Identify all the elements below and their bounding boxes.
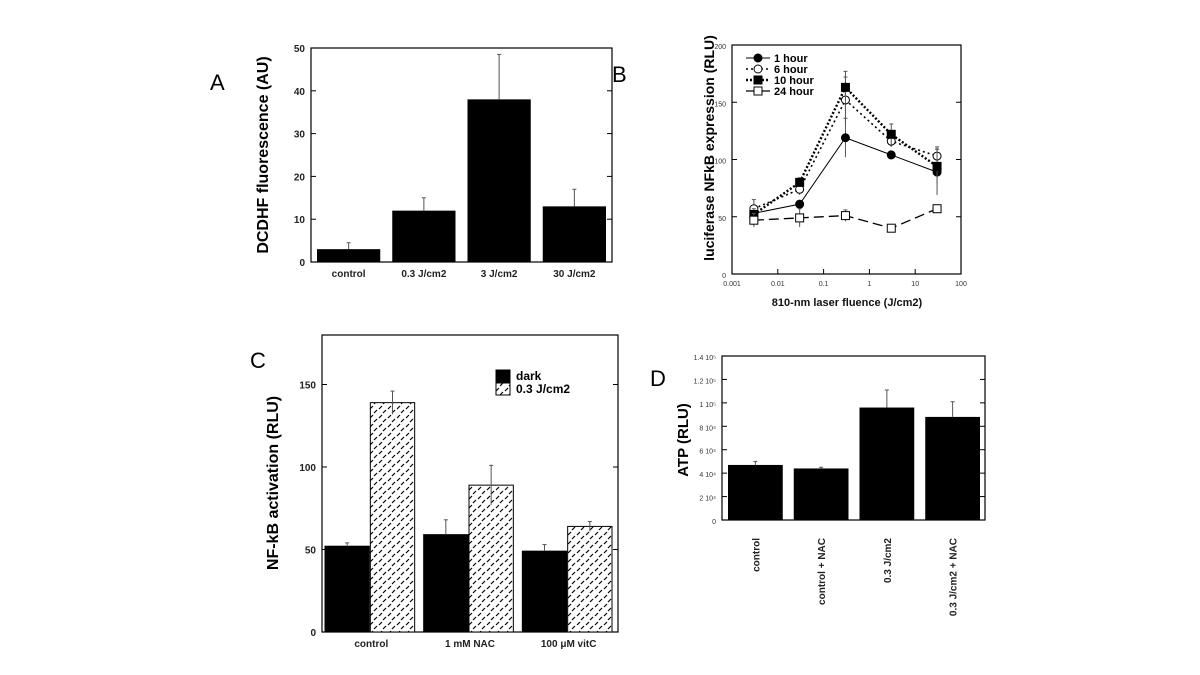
panel-label-a: A bbox=[210, 70, 225, 95]
marker-1-hour bbox=[886, 150, 896, 160]
marker-24-hour bbox=[932, 204, 942, 214]
y-axis-label-b: luciferase NFkB expression (RLU) bbox=[701, 35, 717, 261]
y-tick-label-a: 20 bbox=[294, 172, 306, 183]
y-tick-label-c: 50 bbox=[305, 546, 317, 557]
x-tick-label-d: control + NAC bbox=[817, 538, 828, 605]
legend-swatch bbox=[495, 382, 511, 396]
y-tick-label-d: 1.4 10⁵ bbox=[694, 355, 716, 362]
y-tick-label-b: 100 bbox=[714, 159, 726, 166]
y-tick-label-d: 8 10⁴ bbox=[699, 425, 716, 432]
y-tick-label-b: 50 bbox=[718, 216, 726, 223]
x-tick-label-d: control bbox=[751, 538, 762, 572]
marker-1-hour bbox=[753, 53, 763, 63]
y-tick-label-d: 4 10⁴ bbox=[699, 472, 716, 479]
x-tick-label-c: control bbox=[354, 639, 388, 650]
y-axis-label-c: NF-kB activation (RLU) bbox=[265, 396, 282, 570]
marker-24-hour bbox=[749, 215, 759, 225]
bar-c-0-3-J-cm2 bbox=[567, 525, 613, 633]
x-tick-label-a: 3 J/cm2 bbox=[481, 269, 518, 280]
x-tick-label-b: 0.1 bbox=[819, 281, 829, 288]
marker-1-hour bbox=[795, 199, 805, 209]
y-tick-label-a: 30 bbox=[294, 130, 306, 141]
x-tick-label-b: 100 bbox=[955, 281, 967, 288]
marker-10-hour bbox=[886, 129, 896, 139]
x-tick-label-c: 1 mM NAC bbox=[445, 639, 495, 650]
y-tick-label-b: 200 bbox=[714, 44, 726, 51]
y-tick-label-b: 150 bbox=[714, 101, 726, 108]
bar-a bbox=[467, 99, 531, 262]
bar-c-dark bbox=[324, 545, 370, 633]
y-tick-label-a: 0 bbox=[299, 258, 305, 269]
legend-label: 10 hour bbox=[774, 75, 814, 87]
legend-label: 0.3 J/cm2 bbox=[516, 382, 570, 396]
legend-label: dark bbox=[516, 369, 542, 383]
panel-label-d: D bbox=[650, 366, 666, 391]
x-tick-label-b: 10 bbox=[911, 281, 919, 288]
plot-frame-d bbox=[721, 355, 986, 521]
bar-a bbox=[392, 210, 456, 262]
y-axis-label-a: DCDHF fluorescence (AU) bbox=[255, 56, 272, 253]
marker-10-hour bbox=[753, 75, 763, 85]
x-tick-label-d: 0.3 J/cm2 + NAC bbox=[949, 538, 960, 616]
y-tick-label-d: 6 10⁴ bbox=[699, 449, 716, 456]
bar-c-0-3-J-cm2 bbox=[369, 402, 416, 633]
marker-10-hour bbox=[932, 161, 942, 171]
y-axis-label-d: ATP (RLU) bbox=[675, 403, 692, 477]
x-tick-label-a: 30 J/cm2 bbox=[553, 269, 596, 280]
marker-10-hour bbox=[840, 82, 850, 92]
marker-1-hour bbox=[840, 133, 850, 143]
y-tick-label-d: 2 10⁴ bbox=[699, 496, 716, 503]
marker-24-hour bbox=[840, 211, 850, 221]
y-tick-label-a: 10 bbox=[294, 215, 306, 226]
y-tick-label-c: 100 bbox=[299, 463, 316, 474]
x-tick-label-a: 0.3 J/cm2 bbox=[401, 269, 446, 280]
bar-a bbox=[317, 249, 381, 262]
panel-label-b: B bbox=[612, 62, 627, 87]
y-tick-label-d: 0 bbox=[712, 519, 716, 526]
y-tick-label-a: 40 bbox=[294, 87, 306, 98]
panel-label-c: C bbox=[250, 348, 266, 373]
marker-24-hour bbox=[795, 213, 805, 223]
legend-label: 1 hour bbox=[774, 53, 808, 65]
legend-label: 6 hour bbox=[774, 64, 808, 76]
marker-24-hour bbox=[753, 86, 763, 96]
bar-a bbox=[542, 206, 606, 262]
bar-d bbox=[925, 416, 980, 520]
legend-swatch bbox=[495, 369, 511, 383]
x-axis-label-b: 810-nm laser fluence (J/cm2) bbox=[772, 297, 923, 309]
y-tick-label-a: 50 bbox=[294, 44, 306, 55]
bar-c-dark bbox=[423, 534, 469, 633]
y-tick-label-d: 1 10⁵ bbox=[699, 402, 716, 409]
x-tick-label-c: 100 μM vitC bbox=[541, 639, 597, 650]
legend-label: 24 hour bbox=[774, 86, 814, 98]
x-tick-label-a: control bbox=[332, 269, 366, 280]
y-tick-label-c: 150 bbox=[299, 381, 316, 392]
bar-c-0-3-J-cm2 bbox=[468, 484, 514, 633]
x-tick-label-b: 0.001 bbox=[723, 281, 741, 288]
x-tick-label-b: 1 bbox=[867, 281, 871, 288]
y-tick-label-b: 0 bbox=[722, 273, 726, 280]
plot-frame-b bbox=[731, 44, 962, 275]
y-tick-label-d: 1.2 10⁵ bbox=[694, 378, 716, 385]
bar-c-dark bbox=[521, 550, 568, 633]
marker-24-hour bbox=[886, 223, 896, 233]
bar-d bbox=[859, 407, 915, 520]
marker-6-hour bbox=[753, 64, 763, 74]
y-tick-label-c: 0 bbox=[310, 628, 316, 639]
bar-d bbox=[728, 464, 783, 520]
plot-frame-a bbox=[310, 47, 613, 263]
marker-10-hour bbox=[795, 177, 805, 187]
x-tick-label-b: 0.01 bbox=[771, 281, 785, 288]
bar-d bbox=[793, 468, 849, 520]
x-tick-label-d: 0.3 J/cm2 bbox=[883, 538, 894, 583]
